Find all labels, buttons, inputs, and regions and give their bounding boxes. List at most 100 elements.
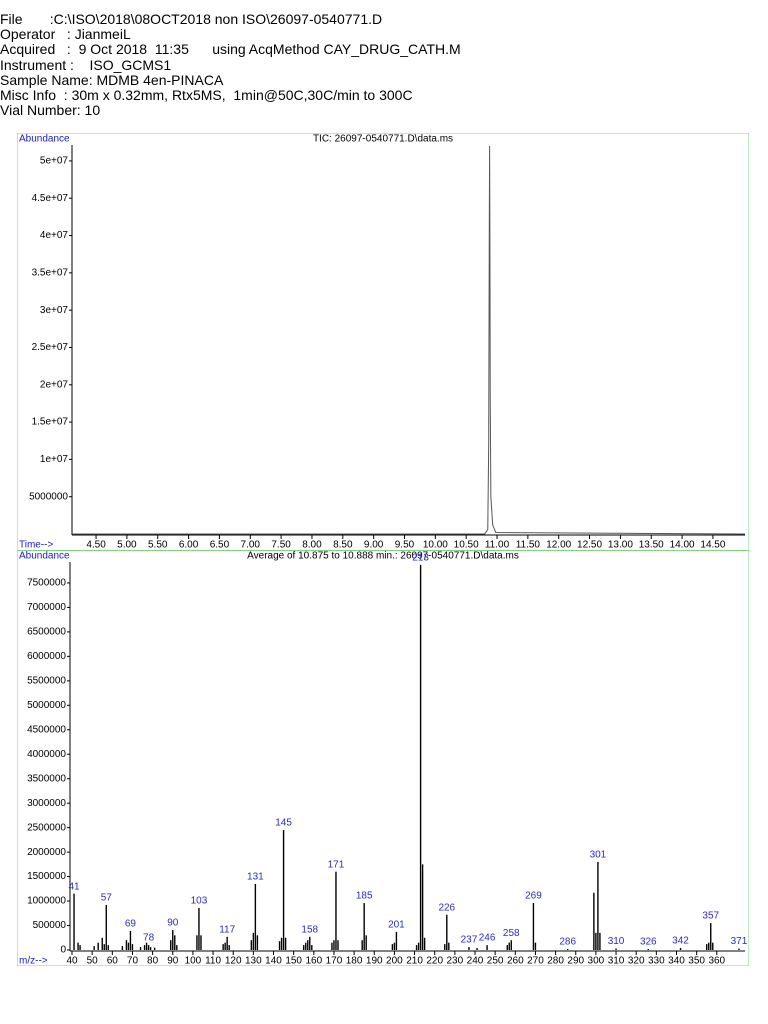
x-tick-label: 170	[326, 956, 343, 967]
x-tick-label: 8.00	[302, 540, 322, 551]
x-tick-label: 60	[107, 956, 119, 967]
header: File :C:\ISO\2018\08OCT2018 non ISO\2609…	[0, 11, 461, 119]
peak-label: 310	[608, 936, 625, 947]
x-tick-label: 11.50	[516, 540, 541, 551]
x-tick-label: 230	[447, 956, 464, 967]
y-tick-label: 5000000	[27, 700, 66, 711]
x-tick-label: 340	[668, 956, 685, 967]
peak-label: 103	[191, 896, 208, 907]
y-tick-label: 5000000	[29, 491, 68, 502]
y-tick-label: 1500000	[27, 871, 66, 882]
header-line: File :C:\ISO\2018\08OCT2018 non ISO\2609…	[0, 11, 383, 27]
x-tick-label: 6.50	[210, 540, 230, 551]
x-tick-label: 150	[285, 956, 302, 967]
peak-label: 185	[356, 891, 373, 902]
y-tick-label: 1.5e+07	[32, 417, 69, 428]
x-tick-label: 360	[708, 956, 725, 967]
x-tick-label: 160	[305, 956, 322, 967]
peak-label: 258	[503, 928, 520, 939]
y-tick-label: 1e+07	[40, 454, 69, 465]
x-tick-label: 140	[265, 956, 282, 967]
x-tick-label: 5.50	[148, 540, 168, 551]
x-tick-label: 13.00	[608, 540, 633, 551]
peak-label: 246	[479, 933, 496, 944]
x-tick-label: 130	[245, 956, 262, 967]
y-tick-label: 500000	[33, 920, 67, 931]
x-tick-label: 300	[588, 956, 605, 967]
peak-label: 145	[275, 818, 292, 829]
peak-label: 226	[438, 902, 455, 913]
y-axis-label: Abundance	[19, 551, 70, 562]
y-tick-label: 5e+07	[40, 156, 69, 167]
peak-label: 342	[672, 936, 689, 947]
y-tick-label: 7500000	[27, 578, 66, 589]
x-tick-label: 210	[406, 956, 423, 967]
x-tick-label: 220	[426, 956, 443, 967]
chart: Average of 10.875 to 10.888 min.: 26097-…	[17, 550, 749, 967]
x-tick-label: 50	[87, 956, 99, 967]
peak-label: 201	[388, 920, 405, 931]
y-tick-label: 7000000	[27, 602, 66, 613]
x-tick-label: 14.50	[700, 540, 725, 551]
x-tick-label: 7.50	[271, 540, 291, 551]
x-tick-label: 190	[366, 956, 383, 967]
y-tick-label: 1000000	[27, 896, 66, 907]
x-tick-label: 6.00	[179, 540, 199, 551]
x-tick-label: 12.00	[546, 540, 571, 551]
x-tick-label: 260	[507, 956, 524, 967]
x-tick-label: 180	[346, 956, 363, 967]
x-tick-label: 90	[167, 956, 179, 967]
x-tick-label: 11.00	[485, 540, 510, 551]
chart-frame	[17, 550, 749, 966]
y-tick-label: 3e+07	[40, 305, 69, 316]
x-tick-label: 5.00	[117, 540, 137, 551]
chart-title: TIC: 26097-0540771.D\data.ms	[313, 134, 453, 145]
chart-title: Average of 10.875 to 10.888 min.: 26097-…	[247, 551, 519, 562]
header-line: Misc Info : 30m x 0.32mm, Rtx5MS, 1min@5…	[0, 87, 413, 104]
x-axis-label: Time-->	[19, 540, 54, 551]
peak-label: 158	[301, 924, 318, 935]
header-line: Sample Name: MDMB 4en-PINACA	[0, 71, 224, 88]
x-tick-label: 14.00	[670, 540, 695, 551]
header-line: Operator : JianmeiL	[0, 26, 131, 43]
x-tick-label: 4.50	[86, 540, 106, 551]
x-tick-label: 330	[648, 956, 665, 967]
x-tick-label: 320	[628, 956, 645, 967]
x-tick-label: 10.00	[423, 540, 448, 551]
y-tick-label: 3500000	[27, 773, 66, 784]
chart-frame	[17, 133, 749, 551]
y-tick-label: 3000000	[27, 798, 66, 809]
x-tick-label: 9.00	[364, 540, 384, 551]
chart: TIC: 26097-0540771.D\data.ms Abundance Tim…	[17, 133, 749, 551]
peak-label: 357	[702, 911, 719, 922]
y-tick-label: 6000000	[27, 651, 66, 662]
peak-label: 69	[125, 919, 137, 930]
y-tick-label: 0	[60, 945, 66, 956]
y-tick-label: 2000000	[27, 847, 66, 858]
header-line: Vial Number: 10	[0, 102, 101, 119]
x-tick-label: 240	[467, 956, 484, 967]
tic-trace	[72, 145, 746, 535]
x-tick-label: 100	[185, 956, 202, 967]
peak-label: 301	[590, 850, 607, 861]
y-tick-label: 5500000	[27, 675, 66, 686]
x-tick-label: 200	[386, 956, 403, 967]
peak-label: 286	[559, 937, 576, 948]
x-tick-label: 7.00	[241, 540, 261, 551]
x-tick-label: 8.50	[333, 540, 353, 551]
peak-label: 326	[640, 937, 657, 948]
peak-label: 131	[247, 872, 264, 883]
x-tick-label: 9.50	[395, 540, 415, 551]
y-tick-label: 4500000	[27, 724, 66, 735]
x-tick-label: 350	[688, 956, 705, 967]
y-tick-label: 4.5e+07	[32, 193, 69, 204]
x-tick-label: 280	[547, 956, 564, 967]
peak-label: 90	[167, 918, 179, 929]
x-tick-label: 40	[66, 956, 78, 967]
x-tick-label: 13.50	[639, 540, 664, 551]
peak-label: 117	[219, 924, 235, 935]
x-tick-label: 70	[127, 956, 139, 967]
x-tick-label: 110	[205, 956, 221, 967]
